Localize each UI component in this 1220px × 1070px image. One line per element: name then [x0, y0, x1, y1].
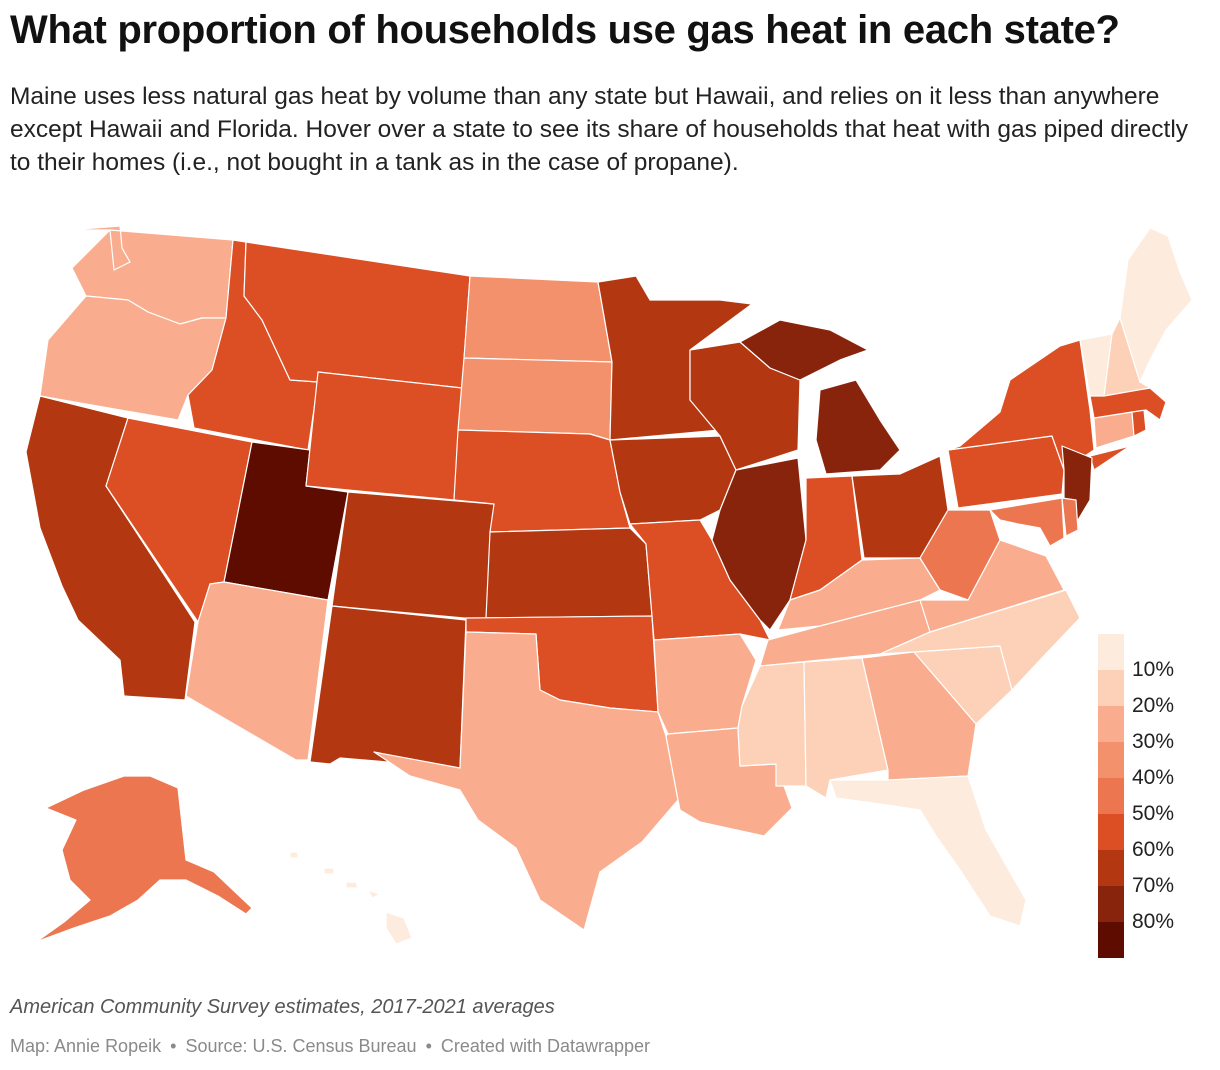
legend-label: 80%: [1132, 910, 1175, 933]
state-IL[interactable]: [711, 457, 807, 631]
state-FL[interactable]: [829, 775, 1027, 927]
credit-tool[interactable]: Created with Datawrapper: [440, 1036, 651, 1056]
us-map: [25, 225, 1193, 945]
state-MA[interactable]: [1089, 387, 1167, 421]
legend-label: 50%: [1132, 802, 1175, 825]
state-MI[interactable]: [739, 319, 901, 475]
state-IA[interactable]: [609, 435, 737, 525]
credit-separator: •: [170, 1036, 177, 1056]
state-WY[interactable]: [305, 371, 463, 501]
state-ME[interactable]: [1119, 227, 1193, 383]
color-legend: 10% 20% 30% 40% 50% 60% 70% 80%: [1098, 634, 1208, 958]
legend-swatch: [1098, 742, 1124, 778]
state-DE[interactable]: [1061, 497, 1079, 537]
credits-line: Map: Annie Ropeik • Source: U.S. Census …: [10, 1036, 650, 1057]
legend-swatch: [1098, 850, 1124, 886]
state-SD[interactable]: [457, 357, 613, 441]
state-ND[interactable]: [463, 275, 613, 363]
state-MD[interactable]: [989, 497, 1065, 547]
legend-swatch: [1098, 922, 1124, 958]
credit-separator: •: [425, 1036, 432, 1056]
state-KS[interactable]: [485, 527, 653, 619]
state-AK[interactable]: [35, 775, 253, 943]
legend-swatch: [1098, 886, 1124, 922]
state-RI[interactable]: [1131, 409, 1147, 437]
credit-author: Map: Annie Ropeik: [10, 1036, 162, 1056]
legend-label: 40%: [1132, 766, 1175, 789]
legend-swatch: [1098, 670, 1124, 706]
chart-title: What proportion of households use gas he…: [10, 8, 1120, 52]
legend-swatch: [1098, 778, 1124, 814]
legend-label: 10%: [1132, 658, 1175, 681]
legend-label: 20%: [1132, 694, 1175, 717]
state-TX[interactable]: [373, 631, 679, 931]
legend-swatch: [1098, 814, 1124, 850]
legend-label: 60%: [1132, 838, 1175, 861]
state-WV[interactable]: [919, 509, 1001, 601]
state-HI[interactable]: [289, 851, 413, 945]
footnote: American Community Survey estimates, 201…: [10, 996, 555, 1018]
legend-label: 30%: [1132, 730, 1175, 753]
chart-subtitle: Maine uses less natural gas heat by volu…: [10, 83, 1189, 176]
state-CO[interactable]: [331, 491, 495, 621]
credit-source: Source: U.S. Census Bureau: [185, 1036, 417, 1056]
legend-swatch: [1098, 706, 1124, 742]
state-NM[interactable]: [309, 605, 467, 769]
legend-label: 70%: [1132, 874, 1175, 897]
legend-swatch: [1098, 634, 1124, 670]
state-NH[interactable]: [1103, 317, 1151, 397]
state-AZ[interactable]: [185, 581, 329, 761]
